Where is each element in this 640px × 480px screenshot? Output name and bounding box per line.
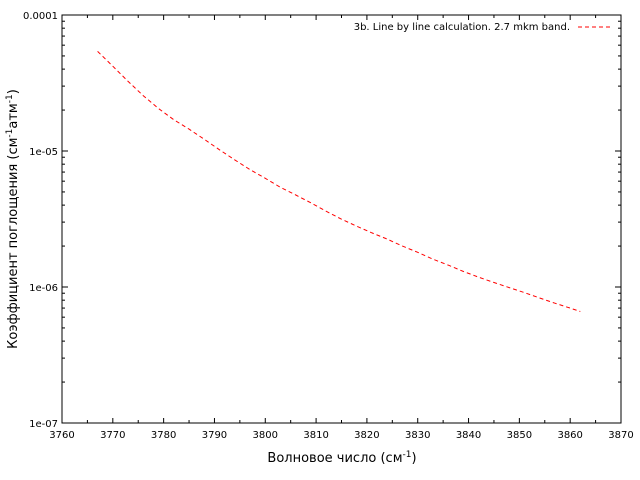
x-tick-label: 3820 xyxy=(354,430,379,441)
x-tick-label: 3770 xyxy=(100,430,125,441)
x-tick-label: 3840 xyxy=(456,430,481,441)
y-axis-ticks: 1e-07 1e-06 1e-05 0.0001 xyxy=(23,11,621,430)
x-axis-ticks: 3760 3770 3780 3790 3800 3810 3820 3830 3840 3850… xyxy=(49,15,634,441)
x-tick-label: 3760 xyxy=(49,430,74,441)
x-tick-label: 3860 xyxy=(557,430,582,441)
series-layer xyxy=(97,51,581,312)
y-tick-label: 1e-07 xyxy=(29,419,58,430)
y-tick-label: 1e-06 xyxy=(29,283,58,294)
y-tick-label: 1e-05 xyxy=(29,147,58,158)
x-tick-label: 3790 xyxy=(202,430,227,441)
x-axis-title: Волновое число (см-1) xyxy=(267,450,416,466)
x-tick-label: 3830 xyxy=(405,430,430,441)
legend: 3b. Line by line calculation. 2.7 mkm ba… xyxy=(354,22,610,33)
y-axis-title: Коэффициент поглощения (см-1атм-1) xyxy=(5,89,21,349)
y-tick-label: 0.0001 xyxy=(23,11,58,22)
x-tick-label: 3810 xyxy=(303,430,328,441)
x-tick-label: 3800 xyxy=(253,430,278,441)
series-line xyxy=(97,51,581,312)
legend-entry-label: 3b. Line by line calculation. 2.7 mkm ba… xyxy=(354,22,570,33)
x-tick-label: 3850 xyxy=(507,430,532,441)
x-tick-label: 3870 xyxy=(608,430,633,441)
x-tick-label: 3780 xyxy=(151,430,176,441)
